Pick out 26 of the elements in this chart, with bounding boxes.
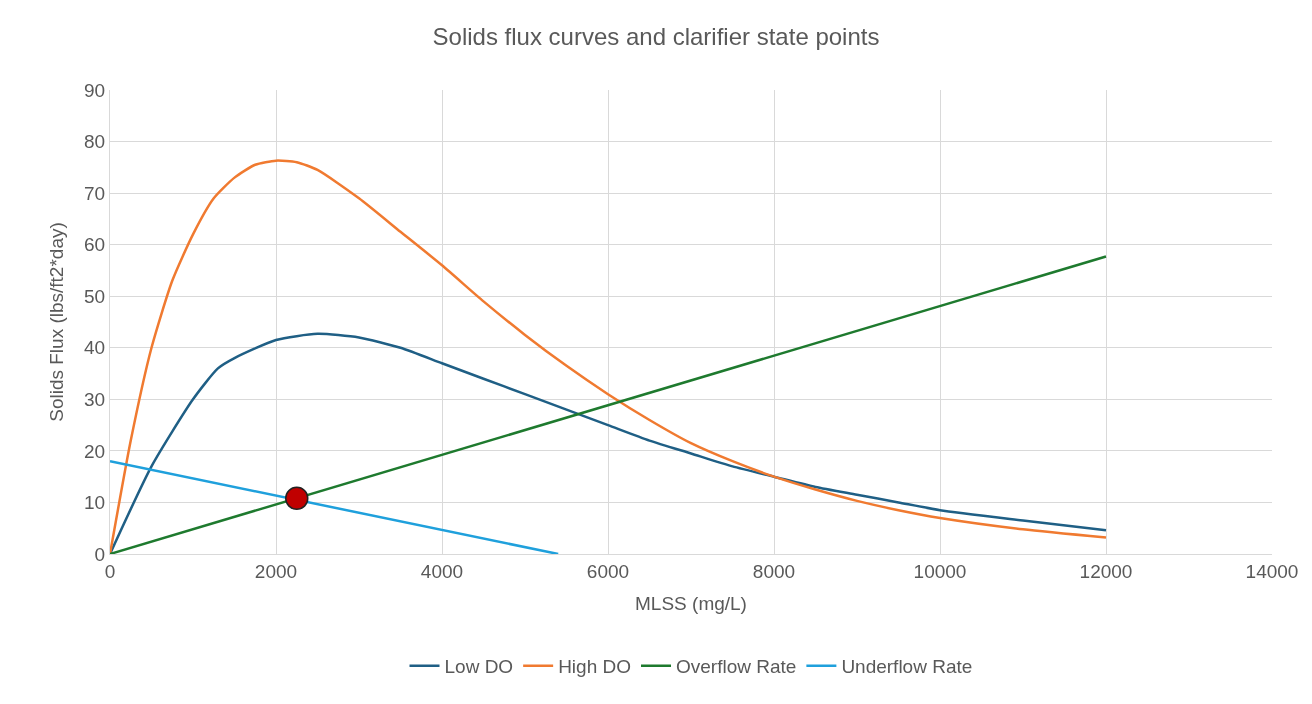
legend-label: High DO bbox=[558, 656, 631, 678]
y-tick-label: 20 bbox=[84, 440, 106, 462]
x-axis-title: MLSS (mg/L) bbox=[635, 592, 747, 614]
y-axis-title: Solids Flux (lbs/ft2*day) bbox=[45, 222, 67, 422]
legend-label: Low DO bbox=[444, 656, 514, 678]
x-tick-label: 6000 bbox=[586, 560, 630, 582]
x-tick-label: 2000 bbox=[254, 560, 298, 582]
y-tick-label: 80 bbox=[84, 131, 106, 153]
y-tick-label: 10 bbox=[84, 492, 106, 514]
x-tick-label: 12000 bbox=[1079, 560, 1133, 582]
chart-title: Solids flux curves and clarifier state points bbox=[432, 22, 880, 50]
legend-label: Underflow Rate bbox=[841, 656, 973, 678]
legend-label: Overflow Rate bbox=[676, 656, 797, 678]
y-tick-label: 70 bbox=[84, 182, 106, 204]
line-series bbox=[110, 332, 1108, 554]
y-tick-label: 0 bbox=[94, 543, 106, 565]
x-tick-label: 4000 bbox=[420, 560, 464, 582]
x-tick-label: 8000 bbox=[752, 560, 796, 582]
y-tick-label: 30 bbox=[84, 388, 106, 410]
y-tick-label: 90 bbox=[84, 79, 106, 101]
x-tick-label: 10000 bbox=[913, 560, 967, 582]
y-tick-label: 40 bbox=[84, 337, 106, 359]
line-series bbox=[110, 159, 1108, 554]
x-tick-label: 14000 bbox=[1245, 560, 1299, 582]
y-tick-label: 50 bbox=[84, 285, 106, 307]
y-tick-label: 60 bbox=[84, 234, 106, 256]
